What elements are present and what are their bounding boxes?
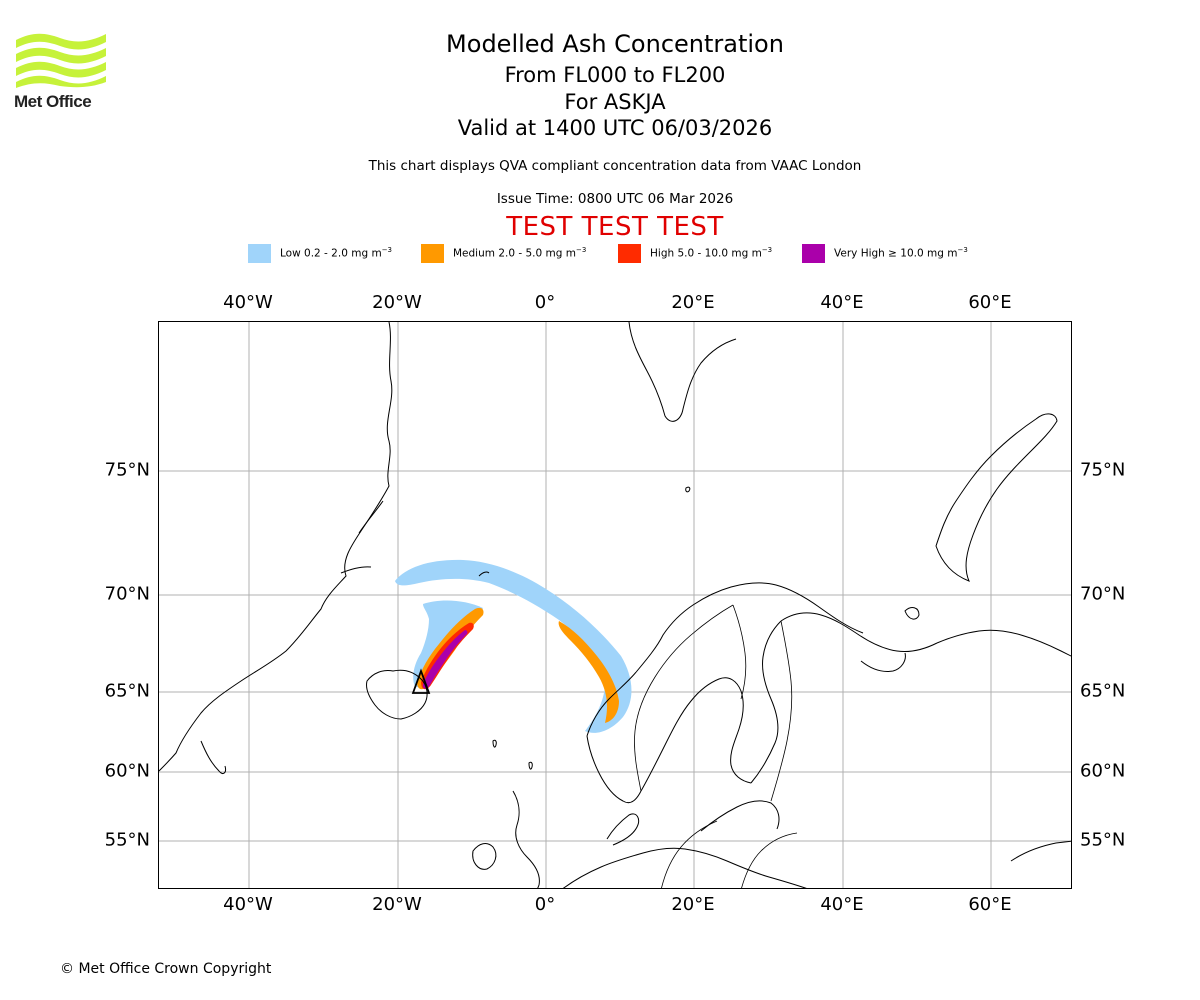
lat-tick-right-55n: 55°N: [1080, 829, 1126, 851]
coastline-white-sea: [860, 652, 906, 672]
lon-tick-bottom-40w: 40°W: [223, 894, 273, 915]
ash-very-high-region: [422, 630, 468, 689]
chart-description: This chart displays QVA compliant concen…: [368, 158, 862, 174]
lon-tick-bottom-60e: 60°E: [968, 894, 1012, 915]
met-office-waves-icon: [16, 33, 106, 88]
lat-tick-right-60n: 60°N: [1080, 760, 1126, 782]
lon-tick-top-20e: 20°E: [671, 292, 715, 313]
coastline-british-isles: [512, 790, 540, 888]
legend-label-very-high: Very High ≥ 10.0 mg m−3: [834, 246, 968, 260]
lat-tick-left-60n: 60°N: [104, 760, 150, 782]
lat-tick-left-75n: 75°N: [104, 459, 150, 481]
coastline-baltic: [700, 800, 780, 832]
logo-text: Met Office: [14, 92, 92, 111]
coastline-russia-north: [936, 629, 1071, 657]
coastline-bear-island: [685, 486, 691, 493]
country-borders: [634, 604, 798, 888]
lon-tick-top-60e: 60°E: [968, 292, 1012, 313]
ash-low-region: [395, 559, 632, 733]
lon-tick-top-0: 0°: [534, 292, 556, 313]
border-finland-russia: [770, 620, 793, 802]
coastlines: [159, 322, 1071, 888]
test-banner: TEST TEST TEST: [506, 212, 724, 242]
coastline-russia-east: [1010, 840, 1071, 862]
coastline-kola: [780, 612, 938, 652]
lon-tick-bottom-20e: 20°E: [671, 894, 715, 915]
ash-very-high-band: [422, 630, 468, 689]
met-office-logo: Met Office: [14, 30, 109, 115]
coastline-norway-south: [586, 735, 642, 804]
lat-tick-left-70n: 70°N: [104, 583, 150, 605]
flight-level-range: From FL000 to FL200: [504, 63, 726, 87]
issue-time: Issue Time: 0800 UTC 06 Mar 2026: [496, 191, 734, 207]
lon-tick-bottom-20w: 20°W: [372, 894, 422, 915]
volcano-name: For ASKJA: [564, 90, 666, 114]
coastline-svalbard: [628, 322, 737, 422]
chart-title: Modelled Ash Concentration: [446, 30, 784, 58]
lat-tick-left-55n: 55°N: [104, 829, 150, 851]
ash-medium-east-band: [558, 621, 619, 723]
coastline-denmark: [606, 813, 640, 846]
lat-tick-left-65n: 65°N: [104, 680, 150, 702]
coastline-faroe: [492, 739, 497, 748]
legend-label-low: Low 0.2 - 2.0 mg m−3: [280, 246, 393, 260]
border-sweden-finland: [732, 604, 747, 700]
coastline-continent: [562, 847, 807, 888]
legend-label-medium: Medium 2.0 - 5.0 mg m−3: [453, 246, 587, 260]
coastline-jan-mayen: [478, 571, 490, 577]
lon-tick-bottom-40e: 40°E: [820, 894, 864, 915]
coastline-sweden-finland: [640, 677, 752, 792]
border-norway-sweden: [634, 604, 734, 792]
border-continent: [661, 820, 798, 888]
coastline-shetland: [528, 761, 533, 770]
coastline-ireland: [472, 843, 497, 870]
map-area[interactable]: [158, 321, 1072, 889]
valid-time: Valid at 1400 UTC 06/03/2026: [457, 116, 773, 140]
gridlines: [159, 322, 1071, 888]
coastline-greenland-east: [340, 500, 384, 574]
legend-swatch-low: [248, 244, 271, 263]
map-canvas: [159, 322, 1071, 888]
legend-label-high: High 5.0 - 10.0 mg m−3: [650, 246, 773, 260]
lon-tick-top-40w: 40°W: [223, 292, 273, 313]
lat-tick-right-65n: 65°N: [1080, 680, 1126, 702]
coastline-iceland: [366, 669, 428, 720]
lat-tick-right-75n: 75°N: [1080, 459, 1126, 481]
coastline-greenland: [159, 322, 393, 772]
legend-swatch-very-high: [802, 244, 825, 263]
coastline-kolguev: [904, 607, 920, 620]
lon-tick-bottom-0: 0°: [534, 894, 556, 915]
lon-tick-top-20w: 20°W: [372, 292, 422, 313]
coastline-finland-east: [750, 620, 782, 784]
lat-tick-right-70n: 70°N: [1080, 583, 1126, 605]
copyright-notice: © Met Office Crown Copyright: [60, 961, 272, 977]
coastline-scandinavia: [586, 582, 864, 737]
lon-tick-top-40e: 40°E: [820, 292, 864, 313]
legend-swatch-high: [618, 244, 641, 263]
coastline-greenland-south: [200, 740, 226, 774]
coastline-novaya-zemlya: [935, 413, 1058, 582]
legend-swatch-medium: [421, 244, 444, 263]
volcano-triangle-icon[interactable]: [411, 668, 431, 694]
